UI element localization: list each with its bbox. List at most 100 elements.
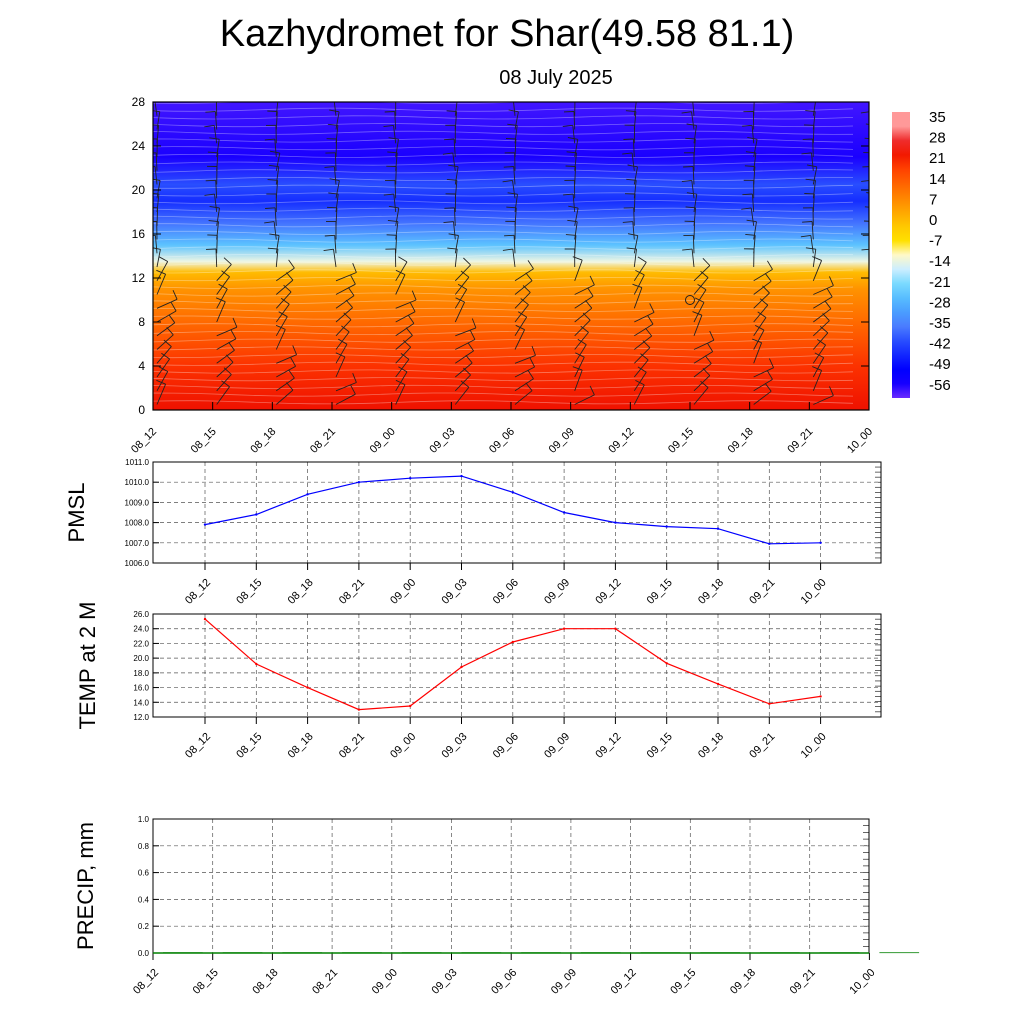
wind-barb	[335, 299, 353, 323]
cross-section-panel: 0 4 8 12 16 20 24 28 08_12 08_15 08_18 08_21 09_00 09…	[129, 95, 889, 456]
wind-barb-flag	[324, 166, 335, 168]
wind-barb-staff	[454, 111, 458, 130]
wind-barb	[623, 207, 635, 226]
wind-barb-staff	[633, 166, 638, 185]
wind-barb-staff	[514, 329, 526, 350]
wind-barb	[395, 366, 408, 392]
wind-barb	[862, 166, 869, 168]
x-tick-label: 10_00	[799, 731, 829, 761]
wind-barb	[153, 234, 158, 254]
wind-barb-staff	[395, 274, 406, 295]
wind-barb	[264, 138, 277, 158]
wind-barb-staff	[633, 235, 639, 254]
wind-barb-flag	[504, 234, 515, 237]
wind-barb-flag	[156, 379, 166, 385]
contour-line	[153, 146, 854, 151]
colorbar-label: -7	[929, 233, 942, 250]
wind-barb-staff	[275, 249, 279, 268]
y-tick-label: 14.0	[133, 698, 149, 707]
wind-barb-staff	[633, 347, 651, 364]
wind-barb	[325, 152, 337, 171]
wind-barb-staff	[216, 386, 230, 405]
data-point	[665, 662, 668, 665]
wind-barb-staff	[213, 125, 218, 144]
wind-barb-flag	[205, 111, 216, 113]
wind-barb-flag	[882, 341, 889, 348]
wind-barb	[692, 311, 703, 336]
wind-barb-staff	[453, 138, 456, 158]
wind-barb-staff	[633, 384, 645, 405]
wind-barb-flag	[407, 314, 415, 324]
wind-barb	[574, 338, 587, 364]
wind-barb	[627, 164, 638, 185]
wind-barb	[864, 206, 869, 208]
wind-barb-staff	[574, 369, 583, 391]
wind-barb-staff	[156, 334, 174, 350]
wind-barb-flag	[384, 111, 395, 113]
wind-barb-staff	[454, 386, 470, 405]
wind-barb	[454, 102, 458, 116]
wind-barb-staff	[751, 193, 755, 213]
wind-barb-staff	[633, 274, 645, 295]
wind-barb	[683, 234, 695, 254]
wind-barb-flag	[627, 164, 638, 168]
wind-barb-staff	[335, 331, 350, 350]
wind-barb	[156, 290, 178, 309]
wind-barb-flag	[166, 327, 174, 336]
wind-barb-staff	[812, 102, 816, 116]
wind-barb-staff	[454, 180, 458, 199]
wind-barb	[574, 102, 576, 116]
wind-barb	[395, 256, 408, 282]
x-tick-label: 09_06	[491, 731, 521, 761]
wind-barb-flag	[350, 385, 356, 395]
wind-barb-staff	[812, 370, 823, 391]
data-point	[255, 513, 258, 516]
wind-barb-staff	[691, 111, 695, 130]
wind-barb-flag	[264, 221, 275, 224]
precip-panel: 1.0 0.8 0.6 0.4 0.2 0.0 08_12 08_15 08_18 08_21 09…	[73, 815, 920, 997]
wind-barb-flag	[640, 353, 649, 361]
wind-barb-flag	[566, 151, 577, 154]
wind-barb	[386, 234, 398, 254]
wind-barb	[267, 110, 278, 130]
contour-line	[153, 261, 854, 266]
wind-barb-flag	[826, 288, 833, 298]
wind-barb-flag	[801, 152, 812, 155]
wind-barb	[323, 248, 337, 268]
wind-barb-flag	[702, 257, 711, 266]
wind-barb-staff	[693, 315, 703, 336]
wind-barb	[567, 137, 579, 158]
wind-barb-staff	[273, 221, 277, 240]
wind-barb-flag	[767, 370, 773, 380]
data-point	[511, 491, 514, 494]
wind-barb-flag	[153, 247, 161, 250]
contour-line	[153, 346, 854, 351]
wind-barb	[753, 358, 775, 378]
wind-barb	[865, 123, 869, 125]
x-tick-label: 09_03	[430, 967, 460, 997]
wind-barb-staff	[216, 276, 230, 295]
wind-barb	[562, 124, 576, 144]
wind-barb	[693, 330, 715, 350]
contour-line	[153, 238, 854, 243]
wind-barb-flag	[802, 221, 813, 223]
x-tick-label: 09_09	[549, 967, 579, 997]
wind-barb	[387, 151, 398, 171]
y-tick-label: 24.0	[133, 625, 149, 634]
wind-barb-staff	[753, 152, 757, 171]
wind-barb-flag	[800, 234, 811, 238]
wind-barb	[625, 110, 637, 130]
wind-barb-staff	[395, 235, 398, 254]
wind-barb-staff	[873, 275, 884, 294]
wind-barb	[216, 270, 230, 295]
wind-barb	[574, 325, 589, 350]
wind-barb-staff	[812, 111, 816, 130]
wind-barb-staff	[216, 374, 232, 392]
wind-barb-flag	[622, 152, 633, 155]
wind-barb	[335, 287, 355, 309]
wind-barb-staff	[514, 111, 519, 130]
x-tick-label: 09_09	[547, 426, 577, 456]
wind-barb-staff	[512, 249, 516, 268]
wind-barb-staff	[156, 298, 178, 309]
data-point	[716, 682, 720, 686]
